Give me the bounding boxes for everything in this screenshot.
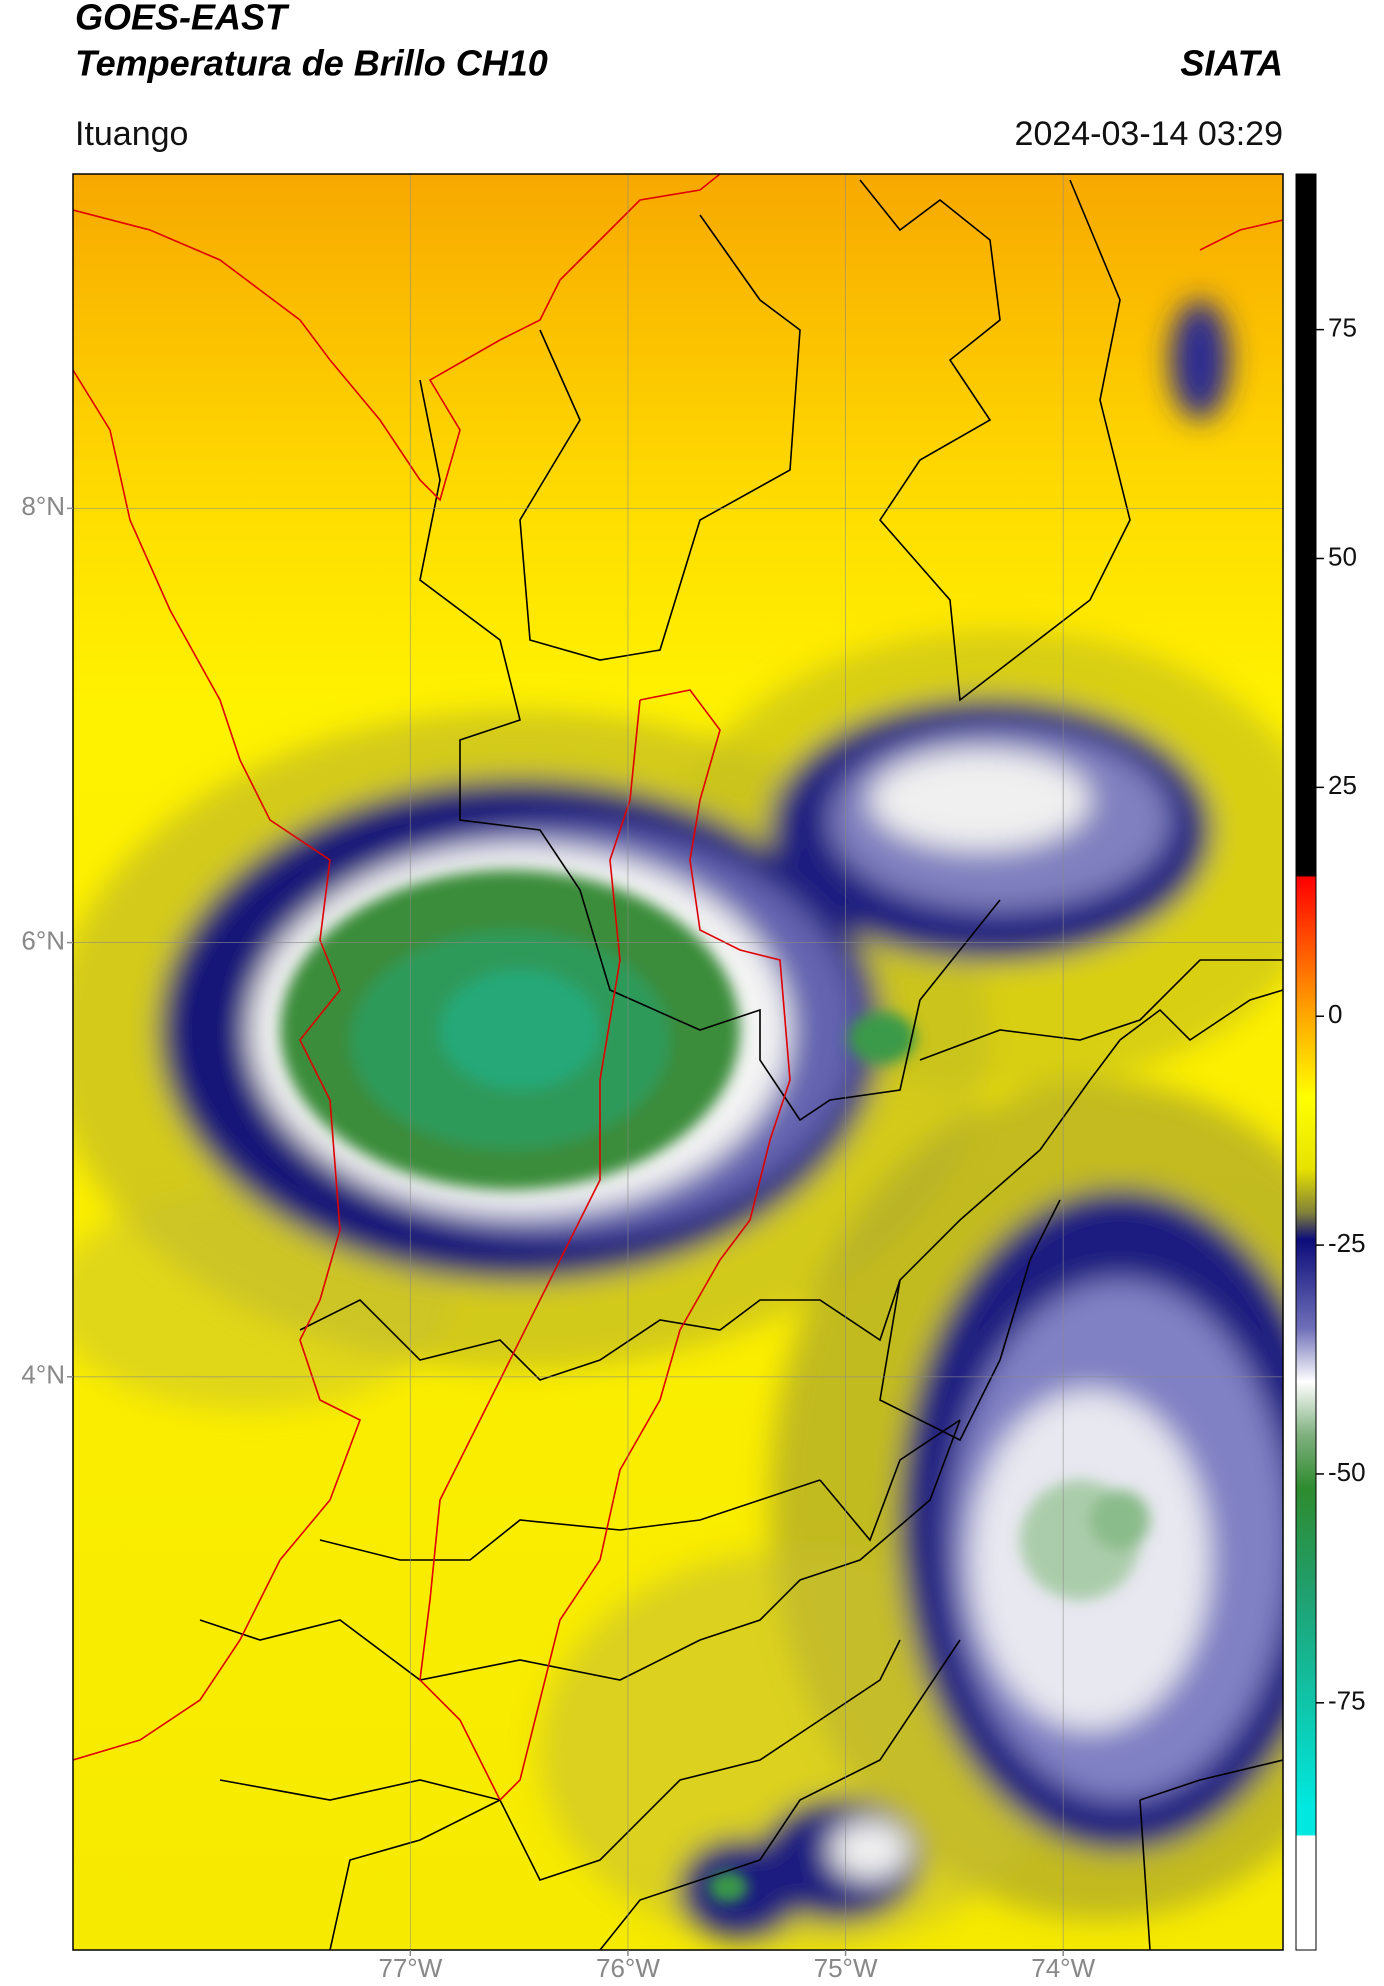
- colorbar-tick-label: 50: [1328, 541, 1357, 571]
- colorbar-tick-label: 25: [1328, 770, 1357, 800]
- x-tick-label: 74°W: [1031, 1953, 1095, 1981]
- admin-borders: [199, 179, 1283, 1950]
- map-frame: [72, 173, 1284, 1951]
- source: GOES-EAST: [75, 0, 290, 38]
- map-field: [73, 174, 1283, 1950]
- grid: [73, 174, 1283, 1950]
- x-tick-label: 76°W: [596, 1953, 660, 1981]
- colorbar-tick-label: -25: [1328, 1228, 1366, 1258]
- colorbar-tick-label: -50: [1328, 1457, 1366, 1487]
- region: Ituango: [75, 115, 188, 153]
- x-tick-label: 75°W: [814, 1953, 878, 1981]
- y-tick-label: 4°N: [21, 1360, 65, 1390]
- product: Temperatura de Brillo CH10: [75, 43, 548, 84]
- cloud-cores: [280, 870, 1150, 1903]
- colorbar-tick-label: 75: [1328, 313, 1357, 343]
- y-tick-label: 8°N: [21, 491, 65, 521]
- x-tick-label: 77°W: [378, 1953, 442, 1981]
- colorbar-tick-label: -75: [1328, 1686, 1366, 1716]
- timestamp: 2024-03-14 03:29: [1015, 115, 1283, 153]
- colorbar-tick-label: 0: [1328, 999, 1342, 1029]
- boundaries: [73, 174, 1283, 1801]
- agency: SIATA: [1180, 43, 1283, 84]
- y-tick-label: 6°N: [21, 925, 65, 955]
- colorbar: [1295, 173, 1317, 1951]
